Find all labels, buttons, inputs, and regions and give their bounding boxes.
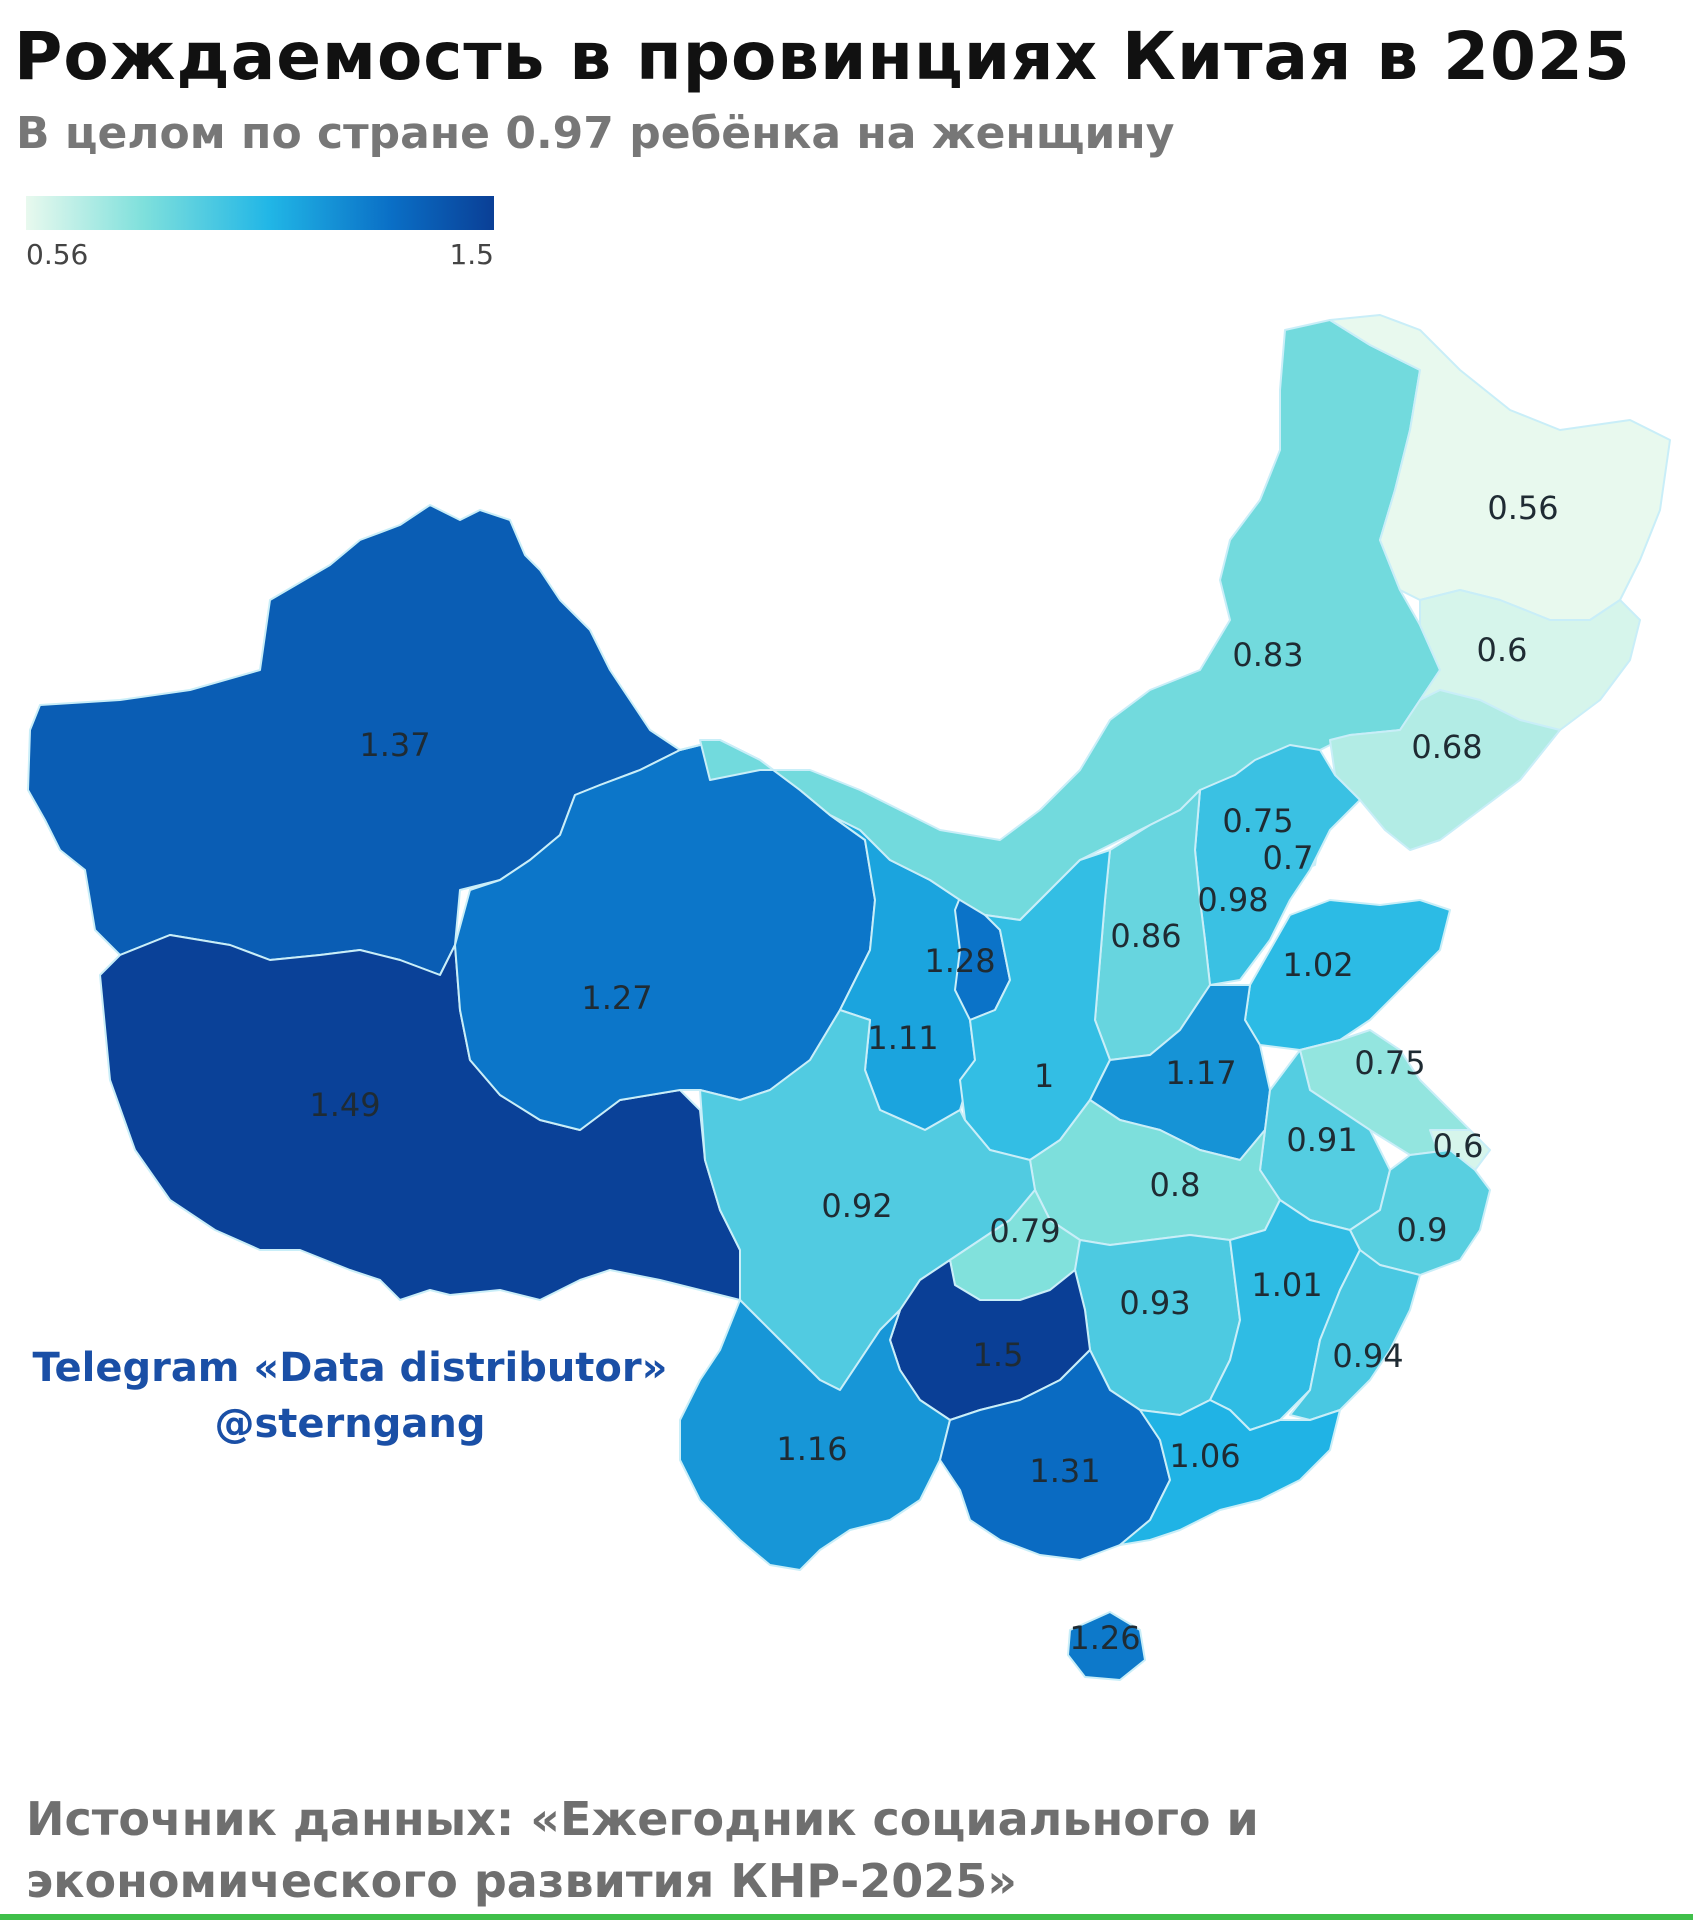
- value-label-hunan: 0.93: [1119, 1284, 1190, 1322]
- value-label-hebei: 0.98: [1197, 881, 1268, 919]
- value-label-shanxi: 0.86: [1110, 917, 1181, 955]
- bottom-accent-line: [0, 1914, 1693, 1920]
- watermark-handle: @sterngang: [214, 1401, 486, 1447]
- value-label-zhejiang: 0.9: [1397, 1211, 1448, 1249]
- china-province-map: 1.371.491.271.111.280.830.560.60.680.750…: [27, 314, 1671, 1681]
- value-label-qinghai: 1.27: [581, 979, 652, 1017]
- value-label-beijing: 0.75: [1222, 802, 1293, 840]
- value-label-shaanxi: 1: [1034, 1057, 1054, 1095]
- value-label-heilongjiang: 0.56: [1487, 489, 1558, 527]
- value-label-hainan: 1.26: [1069, 1619, 1140, 1657]
- region-guangdong: [1119, 1399, 1341, 1546]
- value-label-sichuan: 0.92: [821, 1187, 892, 1225]
- region-jilin: [1419, 589, 1641, 731]
- value-label-tibet: 1.49: [309, 1086, 380, 1124]
- value-label-guangxi: 1.31: [1029, 1452, 1100, 1490]
- legend-max-label: 1.5: [449, 238, 494, 271]
- value-label-hubei: 0.8: [1150, 1166, 1201, 1204]
- region-liaoning: [1329, 689, 1561, 851]
- value-label-yunnan: 1.16: [776, 1430, 847, 1468]
- map-subtitle: В целом по стране 0.97 ребёнка на женщин…: [16, 108, 1175, 159]
- value-label-xinjiang: 1.37: [359, 726, 430, 764]
- color-scale-legend: 0.56 1.5: [26, 196, 494, 271]
- value-label-anhui: 0.91: [1286, 1121, 1357, 1159]
- map-title: Рождаемость в провинциях Китая в 2025: [14, 18, 1631, 95]
- value-label-shandong: 1.02: [1282, 946, 1353, 984]
- value-label-liaoning: 0.68: [1411, 728, 1482, 766]
- watermark-channel: Telegram «Data distributor»: [32, 1345, 668, 1391]
- value-label-guizhou: 1.5: [973, 1336, 1024, 1374]
- value-label-jiangsu: 0.75: [1354, 1044, 1425, 1082]
- telegram-watermark: Telegram «Data distributor» @sterngang: [0, 1340, 700, 1452]
- color-scale-bar: [26, 196, 494, 230]
- region-hainan: [1067, 1611, 1146, 1681]
- source-note: Источник данных: «Ежегодник социального …: [26, 1792, 1259, 1908]
- region-shandong: [1244, 899, 1451, 1051]
- value-label-inner-mongolia: 0.83: [1232, 636, 1303, 674]
- value-label-shanghai: 0.6: [1433, 1127, 1484, 1165]
- value-label-jiangxi: 1.01: [1251, 1266, 1322, 1304]
- value-label-chongqing: 0.79: [989, 1212, 1060, 1250]
- value-label-fujian: 0.94: [1332, 1337, 1403, 1375]
- value-label-tianjin: 0.7: [1263, 839, 1314, 877]
- value-label-gansu: 1.11: [867, 1019, 938, 1057]
- value-label-ningxia: 1.28: [924, 942, 995, 980]
- region-yunnan: [679, 1299, 951, 1571]
- legend-min-label: 0.56: [26, 238, 89, 271]
- value-label-jilin: 0.6: [1477, 631, 1528, 669]
- value-label-henan: 1.17: [1165, 1054, 1236, 1092]
- value-label-guangdong: 1.06: [1169, 1437, 1240, 1475]
